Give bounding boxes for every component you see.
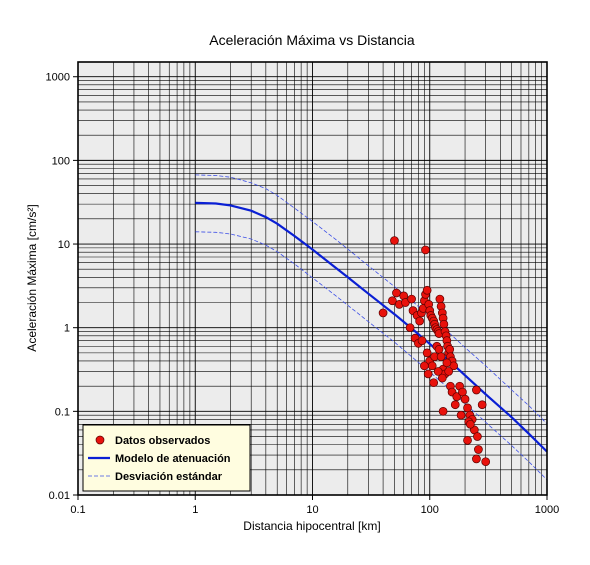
data-point [423,369,433,379]
x-axis-label: Distancia hipocentral [km] [243,519,380,533]
data-point [445,345,455,354]
legend: Datos observados Modelo de atenuación Desv… [82,424,251,492]
data-point [463,403,472,413]
data-point [466,419,475,429]
legend-label-model: Modelo de atenuación [115,453,231,465]
data-point [392,288,401,298]
data-point [477,400,487,410]
y-tick-label: 1 [64,323,70,335]
data-point [460,394,470,404]
data-point [422,348,432,358]
y-tick-label: 1000 [46,72,70,84]
data-point [442,358,452,368]
data-point [405,323,415,333]
data-point [436,352,446,362]
y-tick-label: 100 [52,155,70,167]
legend-label-observed: Datos observados [115,435,210,447]
data-point [472,385,481,395]
y-tick-label: 0.1 [55,406,70,418]
data-point [439,319,449,329]
data-point [472,454,481,464]
chart-title: Aceleración Máxima vs Distancia [209,32,415,48]
data-point [388,296,397,306]
data-point [420,361,429,371]
data-point [415,316,424,326]
data-point [452,392,462,401]
data-point [481,457,491,467]
data-point [463,436,472,445]
x-tick-label: 0.1 [70,504,85,516]
y-axis-label: Aceleración Máxima [cm/s²] [25,204,39,351]
attenuation-model-line [195,201,548,453]
data-point [407,294,416,304]
data-point [474,445,483,454]
data-point [429,378,439,388]
data-point [437,373,447,383]
data-point [422,285,432,295]
legend-box [82,424,251,492]
legend-marker-observed [95,435,105,445]
data-point [421,245,430,255]
std-deviation-line [195,231,548,481]
data-point [444,367,454,376]
std-deviation-line [195,174,548,425]
data-point [417,336,427,346]
y-tick-label: 10 [58,239,70,251]
data-point [433,367,443,376]
data-point [378,308,388,318]
data-point [438,406,448,416]
x-tick-label: 1000 [535,504,559,516]
data-point [473,432,482,441]
data-point [435,294,445,304]
data-point [456,410,466,420]
x-tick-label: 10 [306,504,318,516]
data-point [434,345,444,354]
data-point [390,236,399,245]
data-point [450,400,460,410]
x-tick-label: 100 [421,504,439,516]
legend-label-std: Desviación estándar [115,471,223,483]
x-tick-label: 1 [192,504,198,516]
y-tick-label: 0.01 [49,490,70,502]
